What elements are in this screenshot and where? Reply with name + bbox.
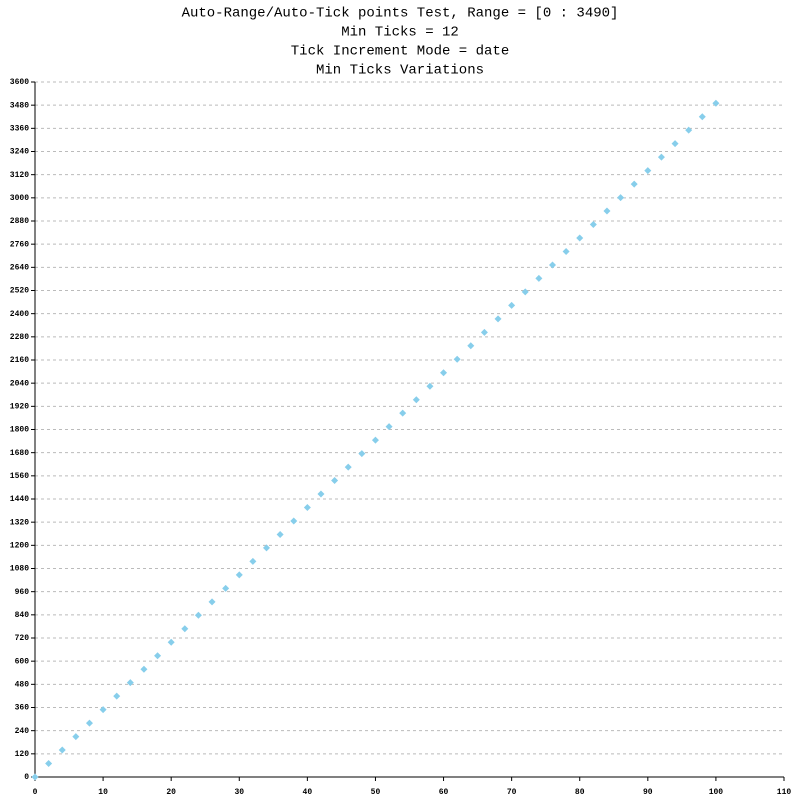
point: [521, 288, 529, 296]
point: [303, 503, 311, 511]
point: [480, 328, 488, 336]
y-tick-label: 1200: [10, 541, 29, 550]
point: [58, 746, 66, 754]
y-tick-label: 2400: [10, 310, 29, 319]
point: [276, 530, 284, 538]
point: [508, 301, 516, 309]
point: [126, 679, 134, 687]
y-tick-label: 600: [15, 657, 30, 666]
point: [657, 153, 665, 161]
point: [617, 194, 625, 202]
y-tick-label: 2640: [10, 263, 29, 272]
point: [467, 342, 475, 350]
y-tick-label: 1560: [10, 472, 29, 481]
chart-subtitle: Tick Increment Mode = date: [291, 44, 509, 60]
chart-title: Auto-Range/Auto-Tick points Test, Range …: [182, 6, 619, 22]
y-tick-label: 480: [15, 680, 30, 689]
y-tick-label: 1800: [10, 426, 29, 435]
point: [440, 369, 448, 377]
y-tick-label: 2880: [10, 217, 29, 226]
y-tick-label: 2040: [10, 379, 29, 388]
y-tick-label: 2760: [10, 240, 29, 249]
point: [644, 167, 652, 175]
point: [290, 517, 298, 525]
point: [181, 625, 189, 633]
point: [263, 544, 271, 552]
point: [85, 719, 93, 727]
x-tick-label: 10: [98, 788, 108, 797]
point: [630, 180, 638, 188]
point: [426, 382, 434, 390]
point: [222, 584, 230, 592]
y-tick-label: 1320: [10, 518, 29, 527]
point: [562, 247, 570, 255]
y-tick-label: 3480: [10, 101, 29, 110]
y-tick-label: 2520: [10, 287, 29, 296]
point: [412, 396, 420, 404]
point: [399, 409, 407, 417]
x-tick-label: 70: [507, 788, 517, 797]
y-tick-label: 2160: [10, 356, 29, 365]
point: [208, 598, 216, 606]
y-tick-label: 1080: [10, 565, 29, 574]
point: [194, 611, 202, 619]
y-tick-label: 0: [24, 773, 29, 782]
y-tick-label: 240: [15, 727, 30, 736]
x-tick-label: 20: [166, 788, 176, 797]
x-tick-label: 0: [33, 788, 38, 797]
x-tick-label: 80: [575, 788, 585, 797]
point: [358, 450, 366, 458]
point: [371, 436, 379, 444]
point: [576, 234, 584, 242]
y-tick-label: 960: [15, 588, 30, 597]
point: [72, 733, 80, 741]
x-tick-label: 50: [371, 788, 381, 797]
point: [548, 261, 556, 269]
x-tick-label: 90: [643, 788, 653, 797]
y-tick-label: 120: [15, 750, 30, 759]
point: [249, 557, 257, 565]
point: [671, 140, 679, 148]
x-tick-label: 40: [303, 788, 313, 797]
x-tick-label: 110: [777, 788, 792, 797]
y-tick-label: 2280: [10, 333, 29, 342]
point: [494, 315, 502, 323]
point: [385, 423, 393, 431]
chart-subtitle: Min Ticks Variations: [316, 63, 484, 79]
point: [31, 773, 39, 781]
y-tick-label: 3120: [10, 171, 29, 180]
y-tick-label: 720: [15, 634, 30, 643]
x-tick-label: 60: [439, 788, 449, 797]
x-tick-label: 100: [709, 788, 724, 797]
point: [235, 571, 243, 579]
y-tick-label: 3360: [10, 124, 29, 133]
point: [589, 221, 597, 229]
y-tick-label: 3000: [10, 194, 29, 203]
point: [535, 274, 543, 282]
point: [603, 207, 611, 215]
point: [685, 126, 693, 134]
point: [99, 706, 107, 714]
point: [331, 477, 339, 485]
point: [453, 355, 461, 363]
y-tick-label: 1680: [10, 449, 29, 458]
point: [712, 99, 720, 107]
y-tick-label: 3600: [10, 78, 29, 87]
point: [154, 652, 162, 660]
point: [45, 760, 53, 768]
point: [167, 638, 175, 646]
y-tick-label: 1920: [10, 402, 29, 411]
point: [317, 490, 325, 498]
y-tick-label: 840: [15, 611, 30, 620]
point: [113, 692, 121, 700]
y-tick-label: 360: [15, 704, 30, 713]
point: [140, 665, 148, 673]
x-tick-label: 30: [234, 788, 244, 797]
y-tick-label: 1440: [10, 495, 29, 504]
chart-subtitle: Min Ticks = 12: [341, 25, 459, 41]
point: [698, 113, 706, 121]
y-tick-label: 3240: [10, 148, 29, 157]
point: [344, 463, 352, 471]
